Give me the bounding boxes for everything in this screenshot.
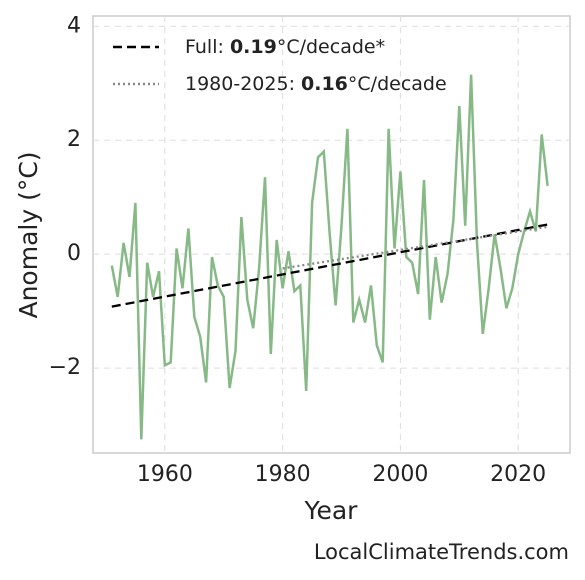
legend-label: 1980-2025: 0.16°C/decade xyxy=(185,73,447,95)
x-tick-label: 1980 xyxy=(255,462,311,487)
x-tick-label: 2000 xyxy=(372,462,428,487)
y-tick-label: 0 xyxy=(67,241,81,266)
watermark: LocalClimateTrends.com xyxy=(314,540,569,564)
x-tick-label: 1960 xyxy=(137,462,193,487)
y-axis-label: Anomaly (°C) xyxy=(14,151,43,318)
legend-label: Full: 0.19°C/decade* xyxy=(185,36,385,58)
series-line xyxy=(110,74,549,440)
y-tick-label: 2 xyxy=(67,127,81,152)
series-line xyxy=(111,223,548,308)
y-tick-label: 4 xyxy=(67,13,81,38)
x-axis-label: Year xyxy=(304,496,359,525)
y-tick-label: −2 xyxy=(49,355,81,380)
x-tick-label: 2020 xyxy=(490,462,546,487)
